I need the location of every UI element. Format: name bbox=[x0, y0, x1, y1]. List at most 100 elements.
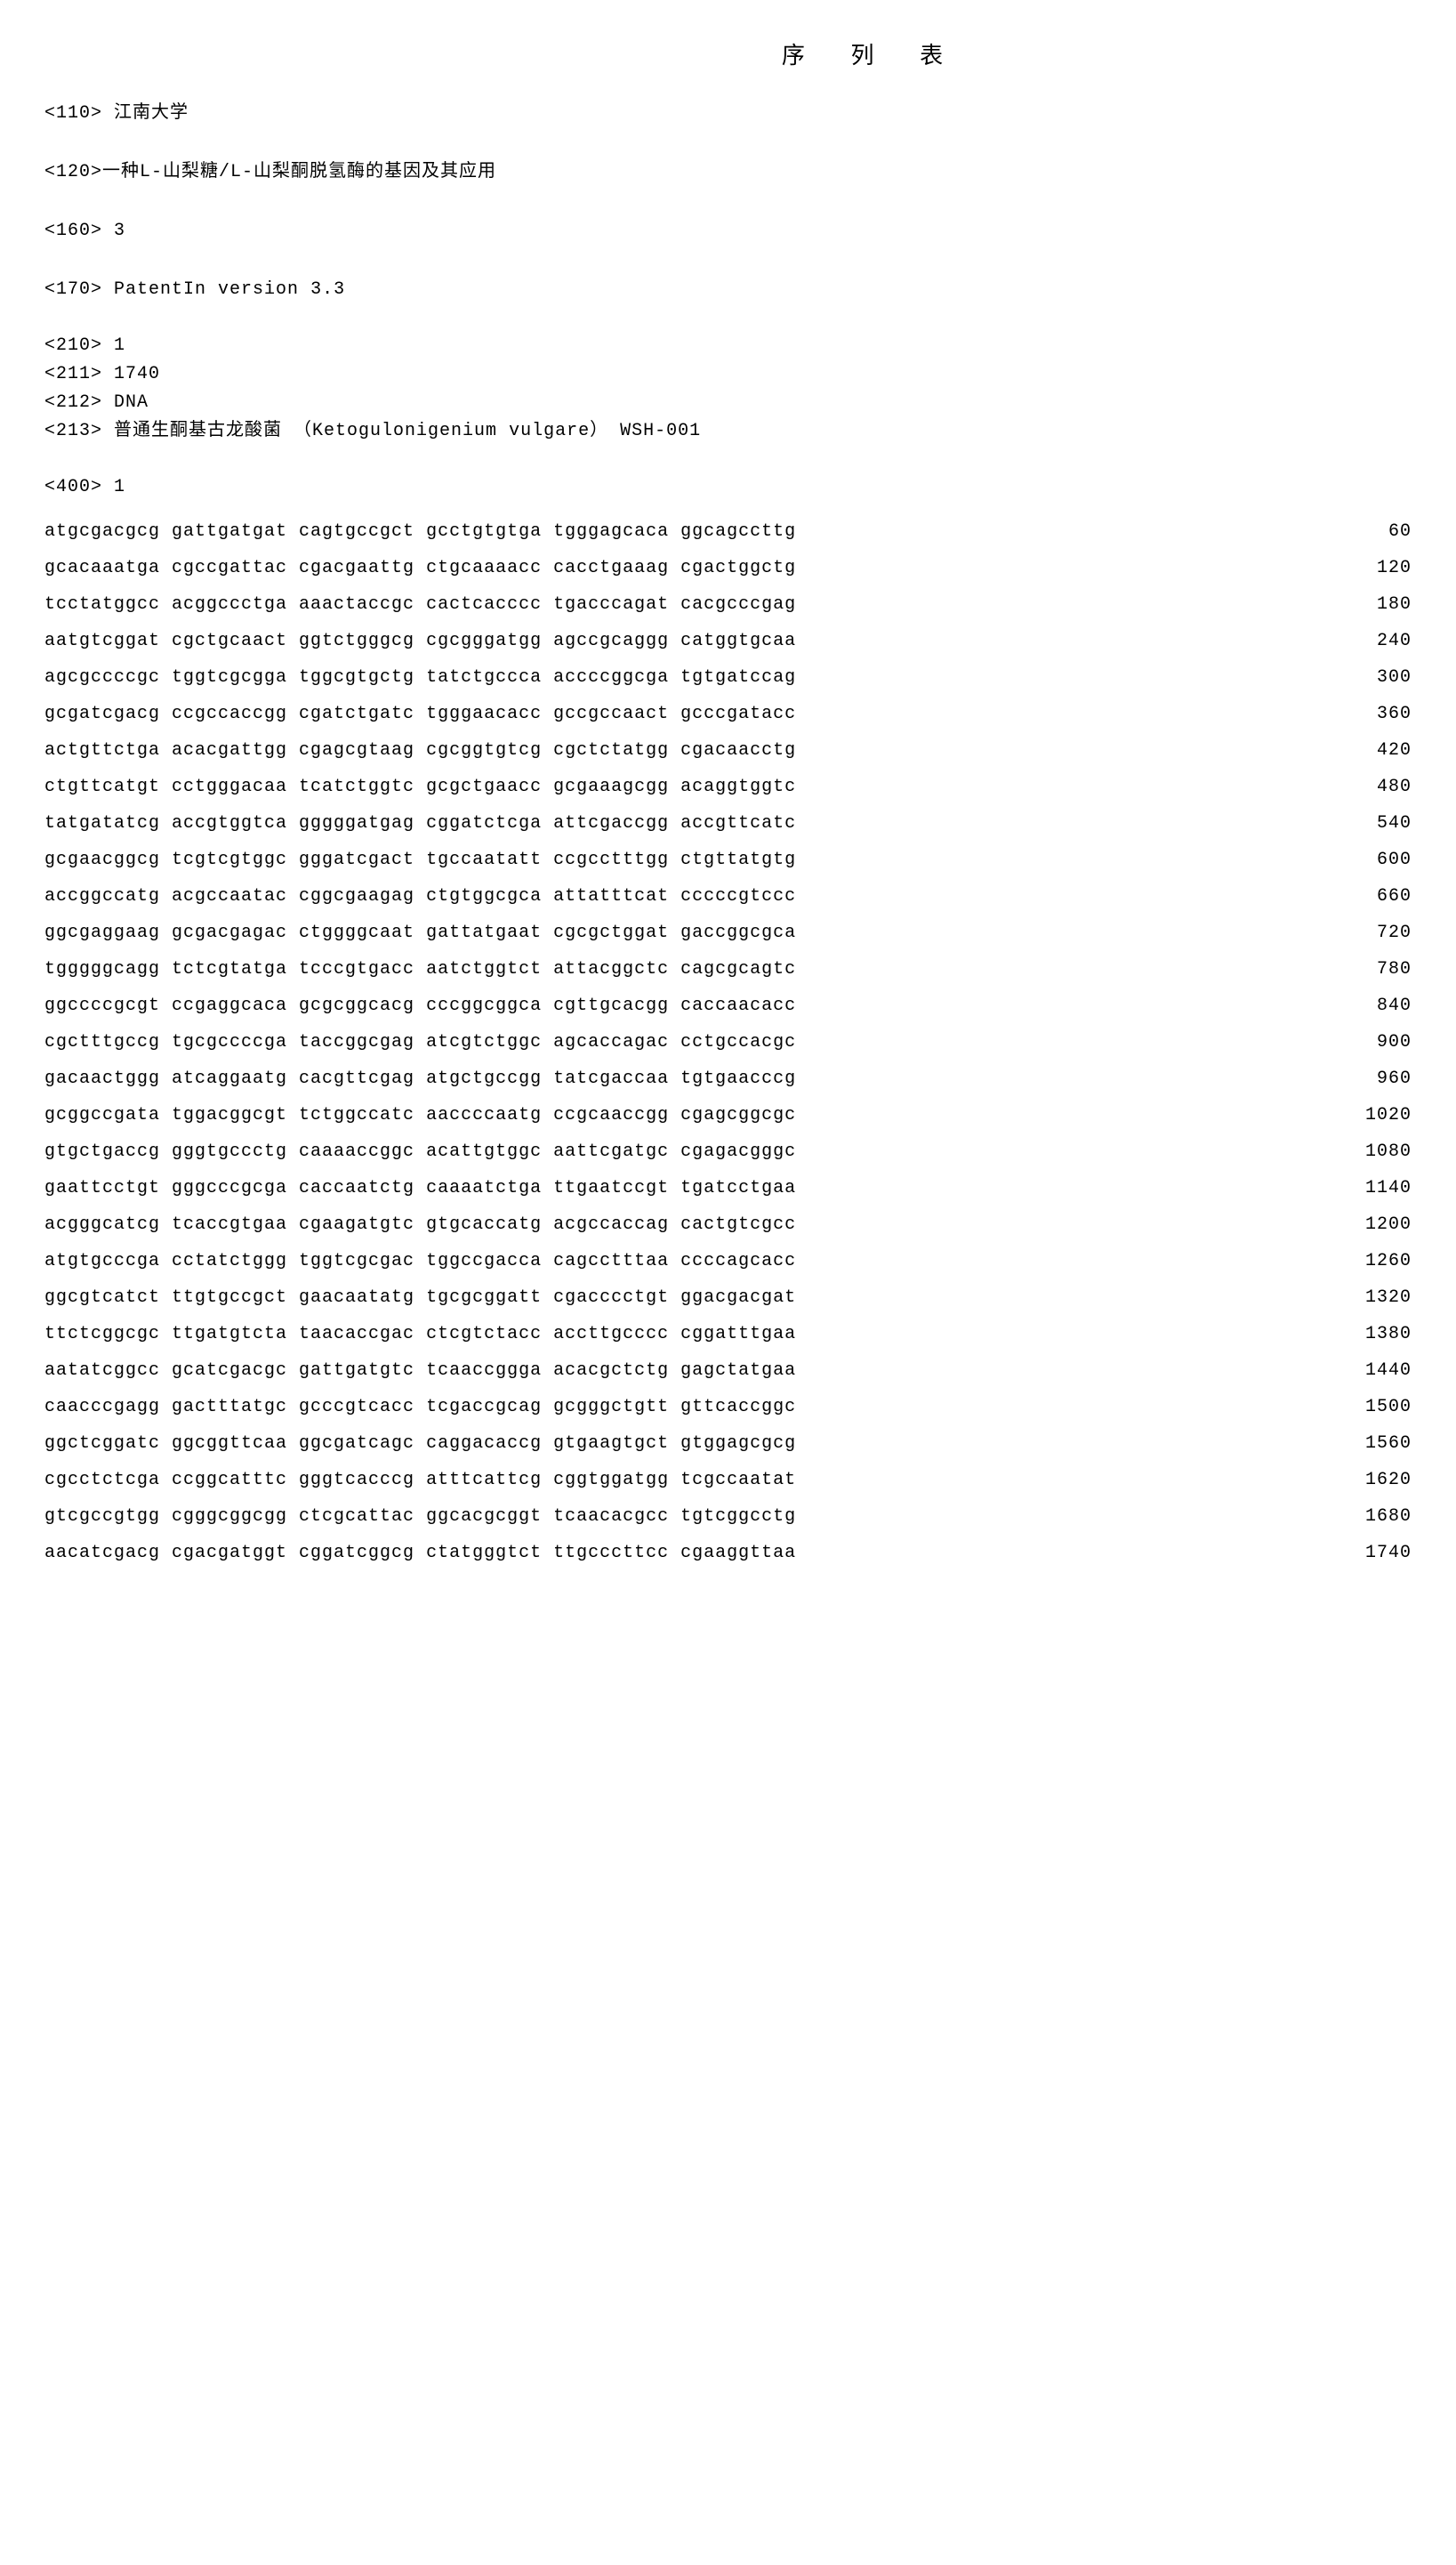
seq-organism-tag: <213> bbox=[44, 421, 102, 441]
sequence-position: 1080 bbox=[1349, 1133, 1412, 1170]
sequence-text: cgctttgccg tgcgccccga taccggcgag atcgtct… bbox=[44, 1024, 796, 1061]
sequence-position: 1260 bbox=[1349, 1243, 1412, 1279]
sequence-position: 1740 bbox=[1349, 1535, 1412, 1571]
sequence-position: 480 bbox=[1349, 769, 1412, 805]
sequence-position: 240 bbox=[1349, 623, 1412, 659]
sequence-row: ctgttcatgt cctgggacaa tcatctggtc gcgctga… bbox=[44, 769, 1412, 805]
sequence-text: ggctcggatc ggcggttcaa ggcgatcagc caggaca… bbox=[44, 1425, 796, 1462]
sequence-row: aatatcggcc gcatcgacgc gattgatgtc tcaaccg… bbox=[44, 1352, 1412, 1389]
sequence-position: 780 bbox=[1349, 951, 1412, 988]
sequence-position: 660 bbox=[1349, 878, 1412, 915]
sequence-row: ggccccgcgt ccgaggcaca gcgcggcacg cccggcg… bbox=[44, 988, 1412, 1024]
sequence-position: 420 bbox=[1349, 732, 1412, 769]
sequence-text: accggccatg acgccaatac cggcgaagag ctgtggc… bbox=[44, 878, 796, 915]
sequence-text: gcgatcgacg ccgccaccgg cgatctgatc tgggaac… bbox=[44, 696, 796, 732]
sequence-text: ctgttcatgt cctgggacaa tcatctggtc gcgctga… bbox=[44, 769, 796, 805]
sequence-row: gacaactggg atcaggaatg cacgttcgag atgctgc… bbox=[44, 1061, 1412, 1097]
sequence-row: accggccatg acgccaatac cggcgaagag ctgtggc… bbox=[44, 878, 1412, 915]
invention-tag: <120> bbox=[44, 162, 102, 182]
sequence-text: aatgtcggat cgctgcaact ggtctgggcg cgcggga… bbox=[44, 623, 796, 659]
sequence-row: gcgaacggcg tcgtcgtggc gggatcgact tgccaat… bbox=[44, 842, 1412, 878]
sequence-text: aatatcggcc gcatcgacgc gattgatgtc tcaaccg… bbox=[44, 1352, 796, 1389]
sequence-row: tatgatatcg accgtggtca gggggatgag cggatct… bbox=[44, 805, 1412, 842]
sequence-position: 1440 bbox=[1349, 1352, 1412, 1389]
seq-id-tag: <210> bbox=[44, 335, 102, 356]
page-title: 序 列 表 bbox=[44, 36, 1412, 79]
sequence-text: cgcctctcga ccggcatttc gggtcacccg atttcat… bbox=[44, 1462, 796, 1498]
sequence-text: tgggggcagg tctcgtatga tcccgtgacc aatctgg… bbox=[44, 951, 796, 988]
sequence-row: atgtgcccga cctatctggg tggtcgcgac tggccga… bbox=[44, 1243, 1412, 1279]
sequence-position: 1560 bbox=[1349, 1425, 1412, 1462]
invention-title: 一种L-山梨糖/L-山梨酮脱氢酶的基因及其应用 bbox=[102, 162, 496, 182]
sequence-row: gtcgccgtgg cgggcggcgg ctcgcattac ggcacgc… bbox=[44, 1498, 1412, 1535]
sequence-position: 1380 bbox=[1349, 1316, 1412, 1352]
sequence-row: gcacaaatga cgccgattac cgacgaattg ctgcaaa… bbox=[44, 550, 1412, 586]
sequence-row: ggctcggatc ggcggttcaa ggcgatcagc caggaca… bbox=[44, 1425, 1412, 1462]
sequence-row: ttctcggcgc ttgatgtcta taacaccgac ctcgtct… bbox=[44, 1316, 1412, 1352]
sequence-row: aacatcgacg cgacgatggt cggatcggcg ctatggg… bbox=[44, 1535, 1412, 1571]
sequence-row: caacccgagg gactttatgc gcccgtcacc tcgaccg… bbox=[44, 1389, 1412, 1425]
sequence-row: cgctttgccg tgcgccccga taccggcgag atcgtct… bbox=[44, 1024, 1412, 1061]
sequence-text: gtcgccgtgg cgggcggcgg ctcgcattac ggcacgc… bbox=[44, 1498, 796, 1535]
sequence-position: 900 bbox=[1349, 1024, 1412, 1061]
sequence-text: atgtgcccga cctatctggg tggtcgcgac tggccga… bbox=[44, 1243, 796, 1279]
numseq-line: <160> 3 bbox=[44, 214, 1412, 248]
software-value: PatentIn version 3.3 bbox=[114, 279, 345, 300]
sequence-position: 1200 bbox=[1349, 1206, 1412, 1243]
sequence-text: ggcgaggaag gcgacgagac ctggggcaat gattatg… bbox=[44, 915, 796, 951]
sequence-text: gaattcctgt gggcccgcga caccaatctg caaaatc… bbox=[44, 1170, 796, 1206]
sequence-position: 120 bbox=[1349, 550, 1412, 586]
sequence-row: gcgatcgacg ccgccaccgg cgatctgatc tgggaac… bbox=[44, 696, 1412, 732]
sequence-position: 960 bbox=[1349, 1061, 1412, 1097]
sequence-text: atgcgacgcg gattgatgat cagtgccgct gcctgtg… bbox=[44, 513, 796, 550]
sequence-text: acgggcatcg tcaccgtgaa cgaagatgtc gtgcacc… bbox=[44, 1206, 796, 1243]
sequence-row: cgcctctcga ccggcatttc gggtcacccg atttcat… bbox=[44, 1462, 1412, 1498]
sequence-text: gtgctgaccg gggtgccctg caaaaccggc acattgt… bbox=[44, 1133, 796, 1170]
sequence-position: 60 bbox=[1349, 513, 1412, 550]
sequence-row: ggcgtcatct ttgtgccgct gaacaatatg tgcgcgg… bbox=[44, 1279, 1412, 1316]
sequence-text: gcggccgata tggacggcgt tctggccatc aacccca… bbox=[44, 1097, 796, 1133]
sequence-row: atgcgacgcg gattgatgat cagtgccgct gcctgtg… bbox=[44, 513, 1412, 550]
sequence-position: 360 bbox=[1349, 696, 1412, 732]
seq-type-tag: <212> bbox=[44, 392, 102, 413]
sequence-position: 1680 bbox=[1349, 1498, 1412, 1535]
sequence-position: 1620 bbox=[1349, 1462, 1412, 1498]
sequence-header: <210> 1 <211> 1740 <212> DNA <213> 普通生酮基… bbox=[44, 332, 1412, 446]
seq-id: 1 bbox=[114, 335, 125, 356]
sequence-position: 840 bbox=[1349, 988, 1412, 1024]
sequence-row: gtgctgaccg gggtgccctg caaaaccggc acattgt… bbox=[44, 1133, 1412, 1170]
sequence-row: gaattcctgt gggcccgcga caccaatctg caaaatc… bbox=[44, 1170, 1412, 1206]
sequence-rows: atgcgacgcg gattgatgat cagtgccgct gcctgtg… bbox=[44, 513, 1412, 1571]
sequence-text: ttctcggcgc ttgatgtcta taacaccgac ctcgtct… bbox=[44, 1316, 796, 1352]
sequence-text: tatgatatcg accgtggtca gggggatgag cggatct… bbox=[44, 805, 796, 842]
applicant-name: 江南大学 bbox=[114, 103, 189, 124]
sequence-position: 1320 bbox=[1349, 1279, 1412, 1316]
seq-length: 1740 bbox=[114, 364, 160, 384]
sequence-text: ggcgtcatct ttgtgccgct gaacaatatg tgcgcgg… bbox=[44, 1279, 796, 1316]
software-tag: <170> bbox=[44, 279, 102, 300]
sequence-text: gacaactggg atcaggaatg cacgttcgag atgctgc… bbox=[44, 1061, 796, 1097]
seq-400-line: <400> 1 bbox=[44, 471, 1412, 504]
sequence-text: gcgaacggcg tcgtcgtggc gggatcgact tgccaat… bbox=[44, 842, 796, 878]
seq-length-tag: <211> bbox=[44, 364, 102, 384]
sequence-row: gcggccgata tggacggcgt tctggccatc aacccca… bbox=[44, 1097, 1412, 1133]
seq-type: DNA bbox=[114, 392, 149, 413]
sequence-position: 1140 bbox=[1349, 1170, 1412, 1206]
sequence-text: aacatcgacg cgacgatggt cggatcggcg ctatggg… bbox=[44, 1535, 796, 1571]
seq-400-num: 1 bbox=[114, 477, 125, 497]
applicant-line: <110> 江南大学 bbox=[44, 97, 1412, 131]
sequence-position: 720 bbox=[1349, 915, 1412, 951]
sequence-row: aatgtcggat cgctgcaact ggtctgggcg cgcggga… bbox=[44, 623, 1412, 659]
sequence-row: ggcgaggaag gcgacgagac ctggggcaat gattatg… bbox=[44, 915, 1412, 951]
sequence-row: acgggcatcg tcaccgtgaa cgaagatgtc gtgcacc… bbox=[44, 1206, 1412, 1243]
sequence-text: agcgccccgc tggtcgcgga tggcgtgctg tatctgc… bbox=[44, 659, 796, 696]
numseq-tag: <160> bbox=[44, 221, 102, 241]
sequence-row: tgggggcagg tctcgtatga tcccgtgacc aatctgg… bbox=[44, 951, 1412, 988]
seq-organism: 普通生酮基古龙酸菌 （Ketogulonigenium vulgare） WSH… bbox=[114, 421, 701, 441]
seq-400-tag: <400> bbox=[44, 477, 102, 497]
applicant-tag: <110> bbox=[44, 103, 102, 124]
sequence-position: 1020 bbox=[1349, 1097, 1412, 1133]
sequence-position: 600 bbox=[1349, 842, 1412, 878]
sequence-position: 300 bbox=[1349, 659, 1412, 696]
sequence-position: 180 bbox=[1349, 586, 1412, 623]
